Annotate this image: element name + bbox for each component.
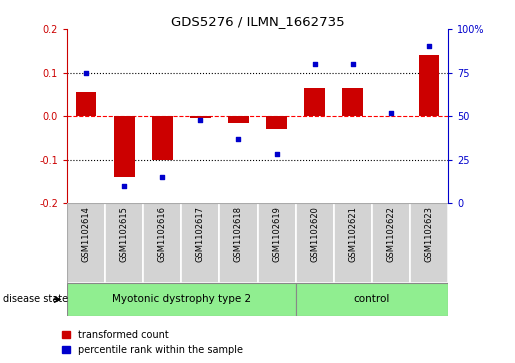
Text: GSM1102618: GSM1102618	[234, 206, 243, 262]
Point	[425, 44, 433, 49]
Point	[349, 61, 357, 67]
Text: GSM1102619: GSM1102619	[272, 206, 281, 262]
Text: GSM1102616: GSM1102616	[158, 206, 167, 262]
Point	[387, 110, 395, 115]
Text: disease state: disease state	[3, 294, 67, 305]
Bar	[296, 283, 448, 316]
Text: Myotonic dystrophy type 2: Myotonic dystrophy type 2	[112, 294, 251, 305]
Point	[82, 70, 90, 76]
Bar	[190, 116, 211, 118]
Bar	[258, 203, 296, 283]
Bar	[304, 88, 325, 116]
Bar	[296, 203, 334, 283]
Bar	[334, 203, 372, 283]
Bar	[114, 116, 134, 177]
Bar	[266, 116, 287, 129]
Bar	[410, 203, 448, 283]
Point	[158, 174, 166, 180]
Bar	[67, 203, 105, 283]
Point	[120, 183, 128, 189]
Bar	[105, 203, 143, 283]
Title: GDS5276 / ILMN_1662735: GDS5276 / ILMN_1662735	[170, 15, 345, 28]
Bar	[228, 116, 249, 123]
Bar	[181, 203, 219, 283]
Bar	[76, 92, 96, 116]
Bar	[419, 55, 439, 116]
Bar	[372, 203, 410, 283]
Text: GSM1102620: GSM1102620	[310, 206, 319, 262]
Text: GSM1102621: GSM1102621	[348, 206, 357, 262]
Bar	[67, 283, 296, 316]
Text: GSM1102615: GSM1102615	[119, 206, 129, 262]
Bar	[219, 203, 258, 283]
Text: GSM1102623: GSM1102623	[424, 206, 434, 262]
Bar	[342, 88, 363, 116]
Text: GSM1102622: GSM1102622	[386, 206, 396, 262]
Text: GSM1102614: GSM1102614	[81, 206, 91, 262]
Bar	[152, 116, 173, 160]
Point	[311, 61, 319, 67]
Legend: transformed count, percentile rank within the sample: transformed count, percentile rank withi…	[61, 330, 243, 355]
Point	[234, 136, 243, 142]
Point	[196, 117, 204, 123]
Text: GSM1102617: GSM1102617	[196, 206, 205, 262]
Bar	[143, 203, 181, 283]
Text: control: control	[354, 294, 390, 305]
Point	[272, 152, 281, 158]
